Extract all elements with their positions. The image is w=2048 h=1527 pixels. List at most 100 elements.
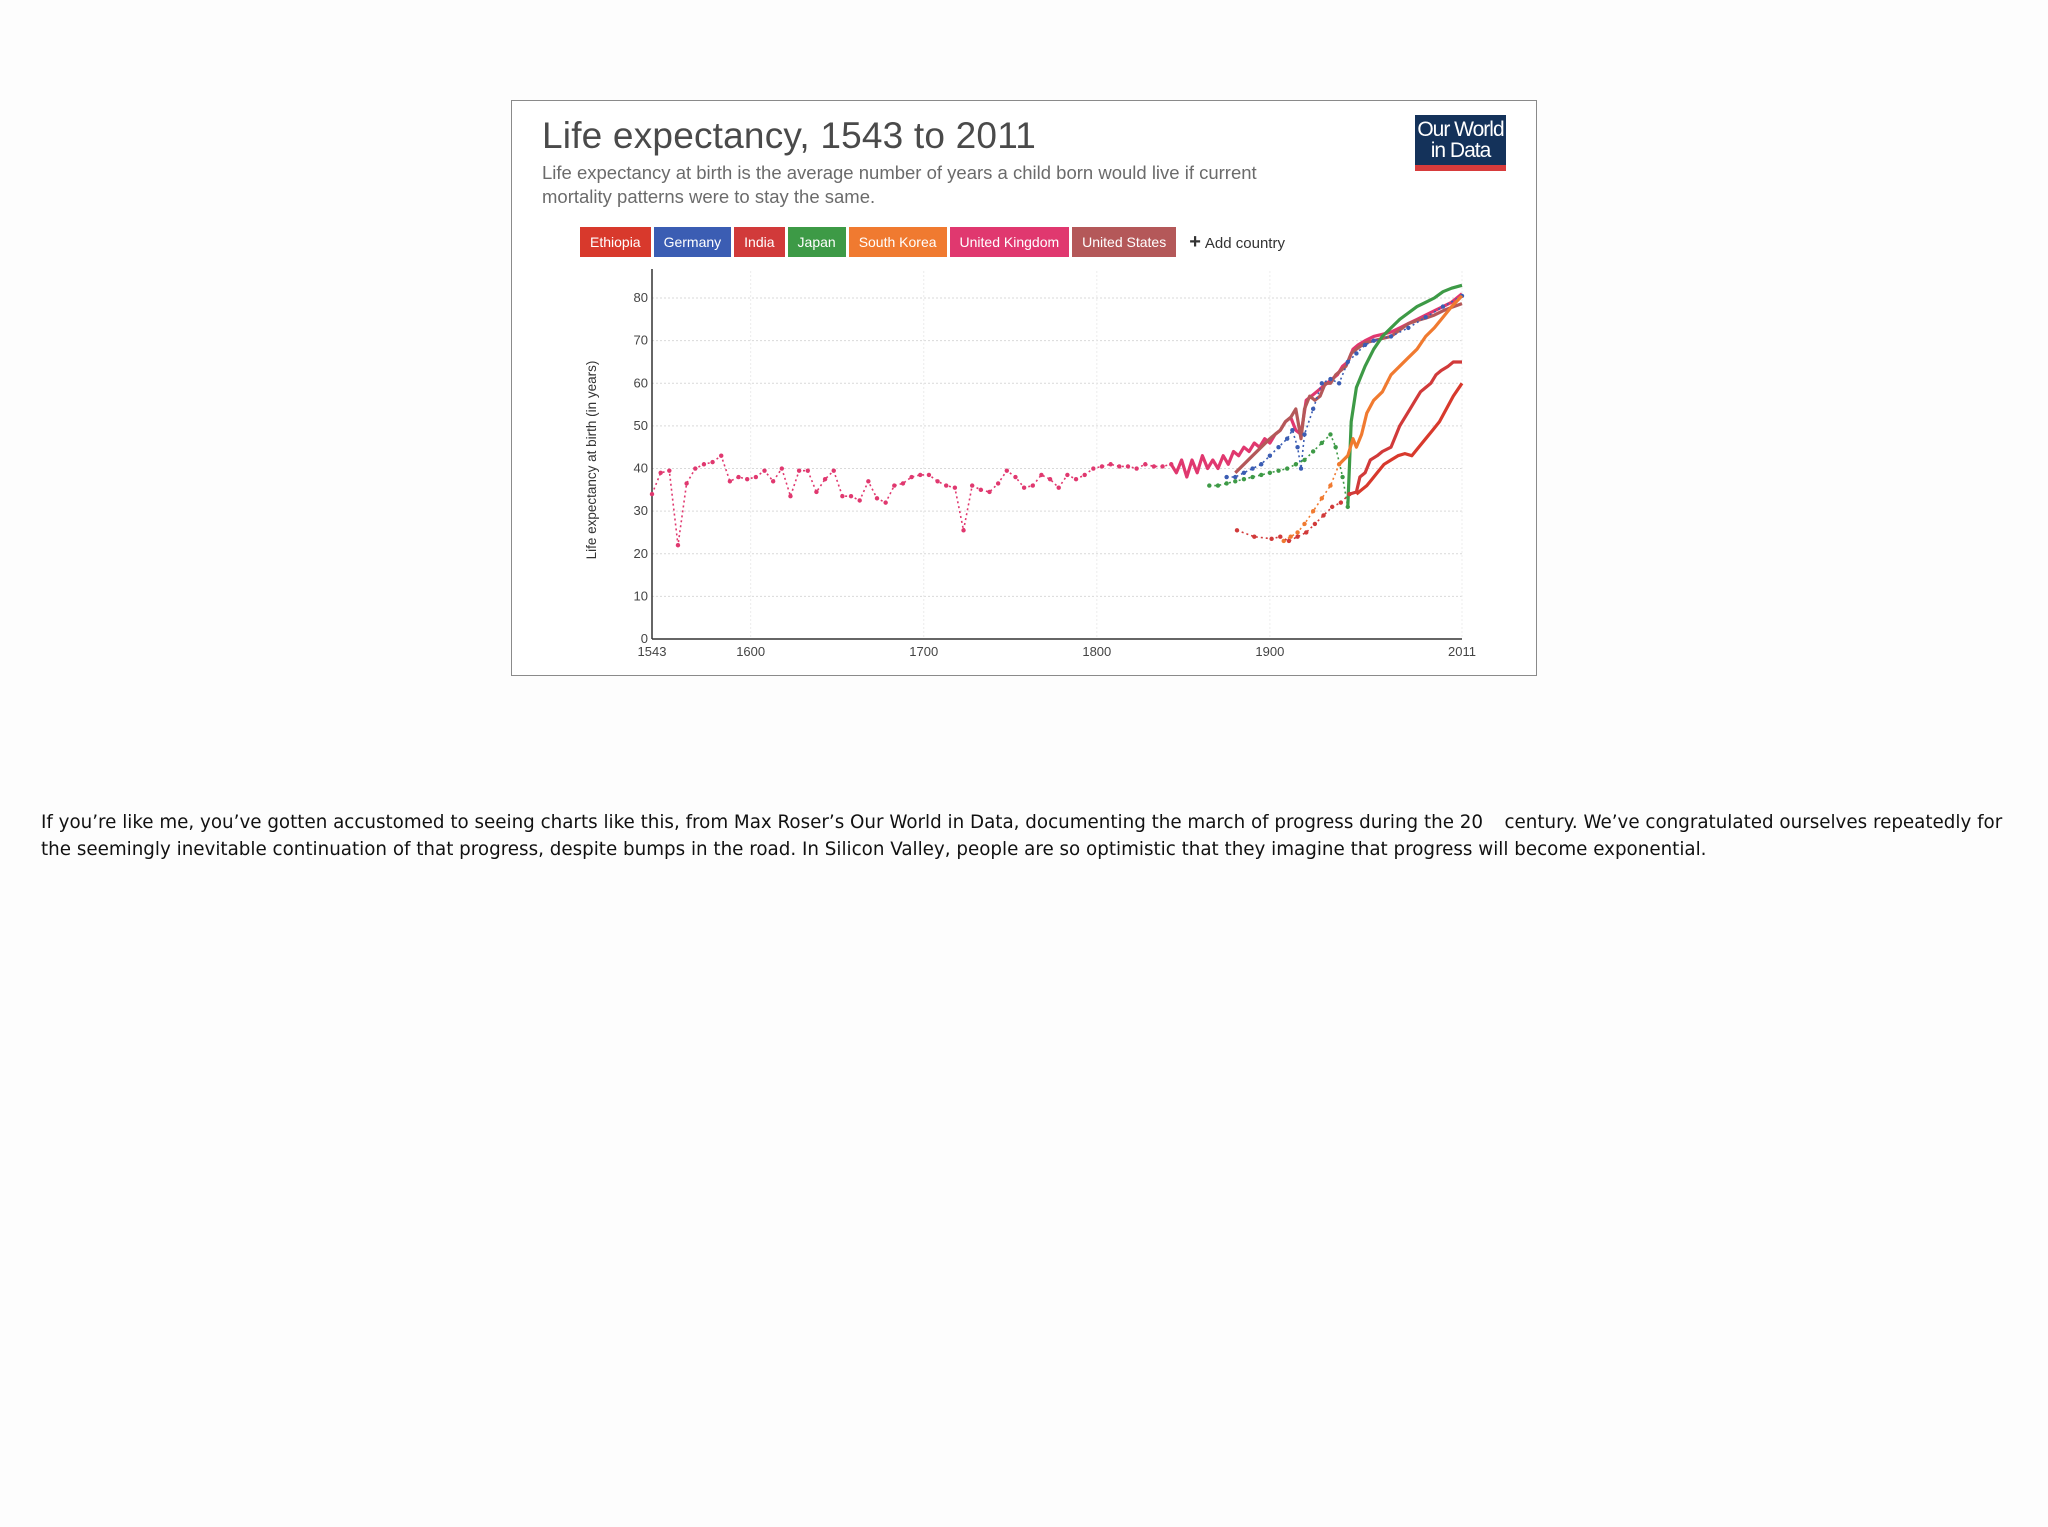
y-tick-label: 80 — [634, 290, 648, 305]
data-point-united-kingdom — [892, 483, 897, 488]
data-point-united-kingdom — [1073, 476, 1079, 482]
data-point-united-kingdom — [1117, 464, 1122, 469]
data-point-united-kingdom — [1039, 472, 1044, 478]
data-point-germany — [1290, 427, 1295, 433]
data-point-japan — [1293, 462, 1299, 467]
data-point-japan — [1328, 432, 1333, 437]
data-point-united-kingdom — [736, 474, 741, 480]
data-point-south-korea — [1328, 483, 1333, 488]
data-point-united-kingdom — [1021, 485, 1027, 490]
series-line-india — [1236, 493, 1351, 542]
data-point-united-kingdom — [857, 498, 862, 503]
data-point-united-kingdom — [1056, 485, 1061, 490]
y-tick-label: 70 — [634, 333, 648, 348]
data-point-germany — [1295, 445, 1300, 450]
data-point-united-kingdom — [753, 474, 759, 480]
data-point-united-kingdom — [719, 453, 724, 458]
legend-chip-japan[interactable]: Japan — [787, 227, 846, 257]
chart-frame: Life expectancy, 1543 to 2011 Life expec… — [511, 100, 1537, 676]
data-point-united-kingdom — [814, 489, 819, 495]
series-line-south-korea-modern — [1337, 294, 1464, 466]
data-point-japan — [1340, 474, 1345, 480]
x-tick-label: 1600 — [736, 644, 765, 659]
data-point-united-kingdom — [987, 489, 992, 495]
data-point-japan — [1241, 476, 1247, 482]
owid-logo[interactable]: Our World in Data — [1415, 115, 1506, 171]
caption-part-1: If you’re like me, you’ve gotten accusto… — [41, 812, 1484, 834]
add-country-button[interactable]: + Add country — [1189, 227, 1285, 257]
data-point-japan — [1302, 457, 1307, 463]
data-point-united-kingdom — [727, 479, 733, 484]
legend-chip-south-korea[interactable]: South Korea — [848, 227, 947, 257]
data-point-united-kingdom — [900, 481, 906, 486]
data-point-united-kingdom — [909, 474, 914, 480]
series-line-india-modern — [1349, 360, 1462, 496]
data-point-germany — [1233, 474, 1238, 480]
y-axis-label: Life expectancy at birth (in years) — [584, 361, 599, 560]
data-point-germany — [1440, 304, 1446, 309]
data-point-united-kingdom — [822, 476, 828, 482]
data-point-india — [1321, 513, 1326, 518]
data-point-united-kingdom — [710, 459, 715, 465]
data-point-united-kingdom — [918, 472, 923, 478]
y-tick-label: 0 — [641, 631, 648, 646]
logo-line-2: in Data — [1430, 139, 1492, 162]
data-point-united-kingdom — [779, 466, 785, 471]
data-point-united-kingdom — [840, 494, 845, 499]
data-point-united-kingdom — [866, 479, 871, 484]
data-point-india — [1338, 500, 1344, 505]
series-line-japan-modern — [1346, 283, 1463, 507]
data-point-germany — [1406, 325, 1411, 331]
data-point-united-kingdom — [762, 468, 767, 473]
data-point-united-kingdom — [1004, 468, 1010, 473]
legend-chip-united-states[interactable]: United States — [1072, 227, 1177, 257]
data-point-united-kingdom — [883, 500, 888, 505]
series-line-ethiopia — [1355, 382, 1464, 496]
logo-line-1: Our World — [1417, 118, 1504, 141]
data-point-united-kingdom — [1160, 464, 1165, 469]
data-point-united-kingdom — [1134, 466, 1139, 471]
data-point-japan — [1250, 474, 1255, 480]
x-tick-label: 2011 — [1448, 644, 1476, 659]
data-point-germany — [1336, 381, 1342, 386]
data-point-germany — [1302, 432, 1307, 437]
data-point-united-kingdom — [978, 487, 984, 493]
legend-chip-germany[interactable]: Germany — [653, 227, 732, 257]
legend-chip-ethiopia[interactable]: Ethiopia — [580, 227, 651, 257]
data-point-united-kingdom — [675, 543, 681, 548]
data-point-germany — [1423, 315, 1428, 320]
data-point-india — [1278, 534, 1283, 539]
data-point-united-kingdom — [658, 470, 663, 475]
data-point-united-kingdom — [796, 468, 802, 473]
data-point-japan — [1267, 470, 1273, 475]
legend-chip-india[interactable]: India — [734, 227, 785, 257]
data-point-united-kingdom — [788, 494, 793, 499]
x-tick-label: 1800 — [1082, 644, 1111, 659]
data-point-united-kingdom — [926, 472, 932, 478]
data-point-united-kingdom — [1013, 474, 1018, 480]
data-point-united-kingdom — [961, 528, 966, 533]
data-point-germany — [1345, 359, 1350, 365]
data-point-united-kingdom — [995, 481, 1001, 486]
x-tick-label: 1900 — [1255, 644, 1284, 659]
data-point-japan — [1215, 483, 1221, 488]
data-point-germany — [1259, 462, 1264, 467]
data-point-japan — [1233, 479, 1238, 484]
chart-title: Life expectancy, 1543 to 2011 — [542, 115, 1037, 156]
data-point-germany — [1354, 351, 1359, 356]
data-point-germany — [1310, 406, 1316, 412]
plus-icon: + — [1189, 231, 1201, 253]
country-legend: Ethiopia Germany India Japan South Korea Unit… — [580, 227, 1285, 257]
data-point-united-kingdom — [1091, 466, 1096, 471]
legend-chip-united-kingdom[interactable]: United Kingdom — [949, 227, 1070, 257]
data-point-germany — [1241, 470, 1247, 475]
data-point-united-kingdom — [952, 485, 958, 490]
data-point-united-kingdom — [1125, 464, 1131, 469]
data-point-germany — [1319, 381, 1325, 386]
data-point-united-kingdom — [744, 476, 750, 482]
data-point-japan — [1276, 468, 1281, 473]
data-point-india — [1312, 521, 1318, 527]
data-point-south-korea — [1310, 508, 1316, 514]
data-point-japan — [1259, 472, 1264, 478]
data-point-south-korea — [1295, 530, 1300, 535]
